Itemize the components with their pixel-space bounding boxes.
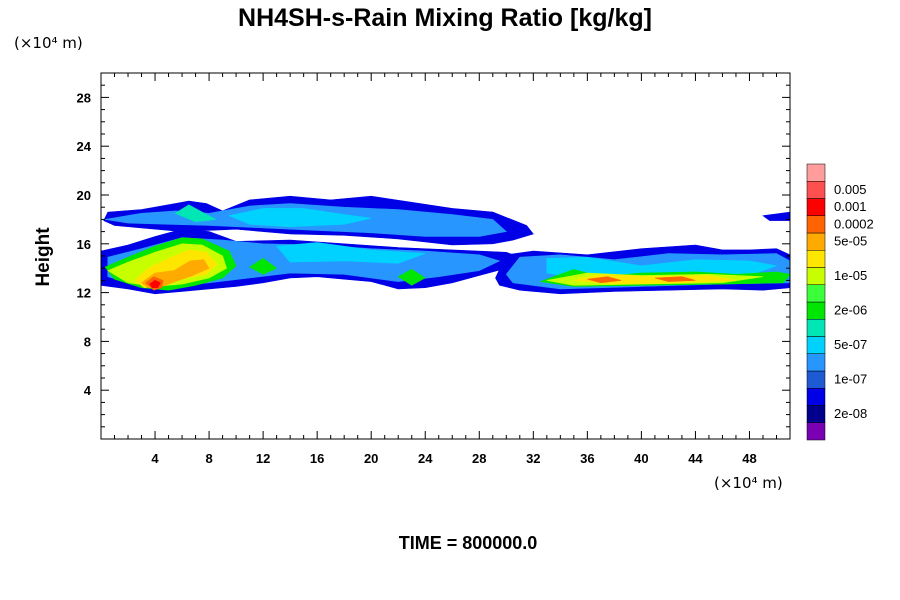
heatmap-plot-area	[100, 195, 791, 295]
contour-region-level-6	[174, 204, 217, 223]
x-tick-label: 40	[634, 451, 648, 466]
colorbar-label: 0.0002	[834, 216, 874, 231]
colorbar-swatch	[806, 215, 826, 234]
colorbar-legend: 2e-08 1e-07 5e-07 2e-06 1e-05 5e-05 0.0002 0.00…	[806, 163, 874, 441]
x-tick-label: 28	[472, 451, 486, 466]
colorbar-swatch	[806, 405, 826, 423]
colorbar-swatch	[806, 284, 826, 303]
contour-region-level-2	[762, 211, 791, 221]
x-tick-label: 32	[526, 451, 540, 466]
x-axis-ticks: 4 8 12 16 20 24 28 32 36 40 44 48	[114, 73, 777, 466]
contour-region-level-12	[587, 276, 622, 284]
colorbar-swatch	[806, 198, 826, 216]
colorbar-label: 1e-07	[834, 372, 867, 387]
contour-region-level-5	[228, 208, 372, 228]
colorbar-swatch	[806, 250, 826, 268]
x-tick-label: 36	[580, 451, 594, 466]
y-axis-label: Height	[33, 227, 54, 287]
colorbar-label: 0.001	[834, 199, 867, 214]
colorbar-swatch	[806, 319, 826, 337]
contour-region-level-7	[249, 258, 278, 275]
colorbar-swatch	[806, 181, 826, 199]
y-tick-label: 24	[77, 139, 92, 154]
y-tick-label: 28	[77, 90, 91, 105]
colorbar-swatch	[806, 336, 826, 354]
contour-region-level-13	[149, 280, 161, 289]
colorbar-swatch	[806, 370, 826, 389]
contour-region-level-10	[573, 273, 737, 285]
colorbar-swatch	[806, 267, 826, 285]
y-axis-unit: (×10⁴ m)	[14, 34, 83, 52]
colorbar-swatch	[806, 301, 826, 320]
y-tick-label: 8	[84, 334, 91, 349]
colorbar-label: 1e-05	[834, 268, 867, 283]
x-tick-label: 48	[742, 451, 756, 466]
y-axis-ticks: 4 8 12 16 20 24 28	[77, 84, 790, 428]
x-tick-label: 16	[310, 451, 324, 466]
x-tick-label: 12	[256, 451, 270, 466]
contour-region-level-5	[275, 242, 426, 264]
colorbar-label: 5e-05	[834, 234, 867, 249]
x-tick-label: 8	[205, 451, 212, 466]
colorbar-swatch	[806, 353, 826, 372]
colorbar-swatch	[806, 163, 826, 182]
x-axis-unit: (×10⁴ m)	[714, 474, 783, 492]
time-label: TIME = 800000.0	[399, 533, 538, 553]
colorbar-label: 2e-06	[834, 303, 867, 318]
y-tick-label: 12	[77, 286, 91, 301]
y-tick-label: 16	[77, 237, 91, 252]
x-tick-label: 4	[151, 451, 159, 466]
x-tick-label: 20	[364, 451, 378, 466]
contour-region-level-7	[397, 269, 426, 286]
colorbar-swatch	[806, 422, 826, 441]
colorbar-label: 2e-08	[834, 406, 867, 421]
y-tick-label: 4	[84, 383, 92, 398]
colorbar-label: 5e-07	[834, 337, 867, 352]
chart-title: NH4SH-s-Rain Mixing Ratio [kg/kg]	[238, 4, 652, 32]
x-tick-label: 44	[688, 451, 703, 466]
contour-region-level-12	[654, 276, 696, 282]
colorbar-swatch	[806, 388, 826, 406]
x-tick-label: 24	[418, 451, 433, 466]
colorbar-label: 0.005	[834, 182, 867, 197]
y-tick-label: 20	[77, 188, 91, 203]
colorbar-swatch	[806, 232, 826, 251]
